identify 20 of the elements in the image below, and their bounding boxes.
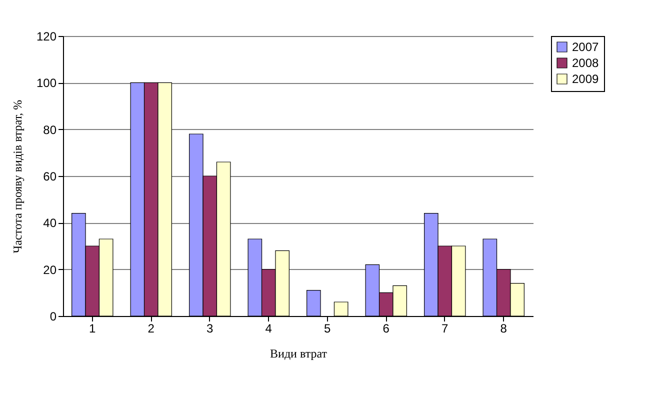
x-tick-label: 1 <box>89 322 96 336</box>
y-tick-label: 100 <box>36 76 57 90</box>
x-tick-label: 6 <box>382 322 390 336</box>
legend-label: 2008 <box>572 56 600 70</box>
y-tick-label: 120 <box>36 30 57 44</box>
x-tick-label: 8 <box>500 322 508 336</box>
y-axis-title: Частота прояву видів втрат, % <box>10 100 24 254</box>
y-tick-label: 40 <box>43 216 57 230</box>
x-tick-label: 7 <box>442 322 449 336</box>
x-tick-label: 4 <box>265 322 272 336</box>
x-tick-label: 2 <box>148 322 155 336</box>
x-axis-title: Види втрат <box>270 346 328 360</box>
legend-label: 2007 <box>572 40 600 54</box>
y-tick-label: 20 <box>43 262 57 277</box>
legend-label: 2009 <box>572 72 600 86</box>
y-tick-label: 60 <box>43 170 57 184</box>
x-tick-label: 3 <box>206 322 214 336</box>
y-tick-label: 80 <box>43 122 57 137</box>
y-tick-label: 0 <box>50 310 57 324</box>
x-tick-label: 5 <box>324 322 332 336</box>
